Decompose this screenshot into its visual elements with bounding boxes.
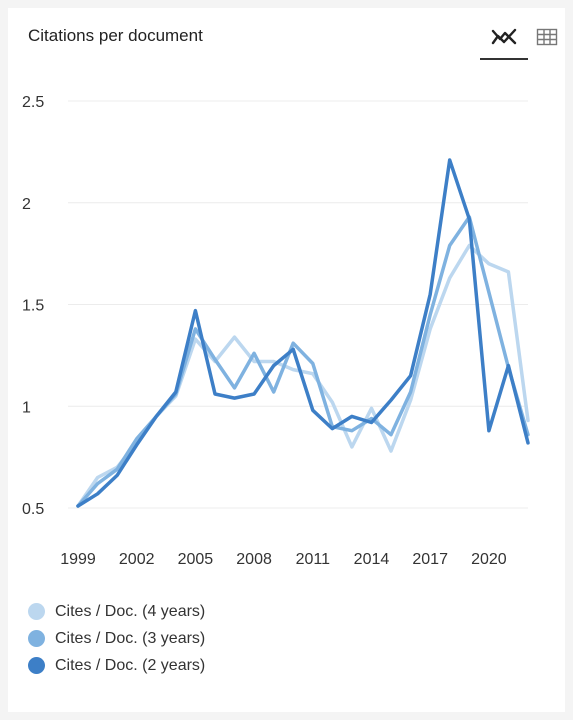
x-tick-label: 2014 [354,551,390,568]
x-tick-label: 2005 [178,551,214,568]
x-tick-label: 2011 [296,551,331,568]
chart-title: Citations per document [28,26,203,45]
x-tick-label: 2017 [412,551,448,568]
chart-legend: Cites / Doc. (4 years) Cites / Doc. (3 ye… [28,598,205,679]
series-line-3 [76,158,530,508]
legend-swatch [28,603,45,620]
y-tick-label: 1.5 [22,298,44,315]
card-header: Citations per document [8,8,565,64]
legend-label: Cites / Doc. (4 years) [55,602,206,620]
active-view-underline [480,58,528,60]
legend-item[interactable]: Cites / Doc. (3 years) [28,625,205,652]
y-tick-label: 2.5 [22,94,44,111]
y-tick-label: 0.5 [22,501,44,518]
legend-swatch [28,657,45,674]
legend-item[interactable]: Cites / Doc. (4 years) [28,598,205,625]
table-grid-icon [536,28,558,51]
line-chart: 0.5 1 1.5 2 2.5 1999 2002 2005 2008 2011 2014 2017 2… [22,94,530,568]
legend-label: Cites / Doc. (2 years) [55,656,206,674]
legend-item[interactable]: Cites / Doc. (2 years) [28,652,205,679]
y-tick-label: 1 [22,399,31,416]
legend-label: Cites / Doc. (3 years) [55,629,206,647]
x-tick-label: 1999 [60,551,96,568]
citations-card: Citations per document 0 [8,8,565,712]
line-chart-icon [489,25,519,54]
table-view-button[interactable] [532,18,562,60]
x-tick-label: 2008 [236,551,272,568]
legend-swatch [28,630,45,647]
y-tick-label: 2 [22,196,31,213]
x-tick-label: 2020 [471,551,507,568]
x-tick-label: 2002 [119,551,155,568]
chart-view-button[interactable] [480,18,528,60]
